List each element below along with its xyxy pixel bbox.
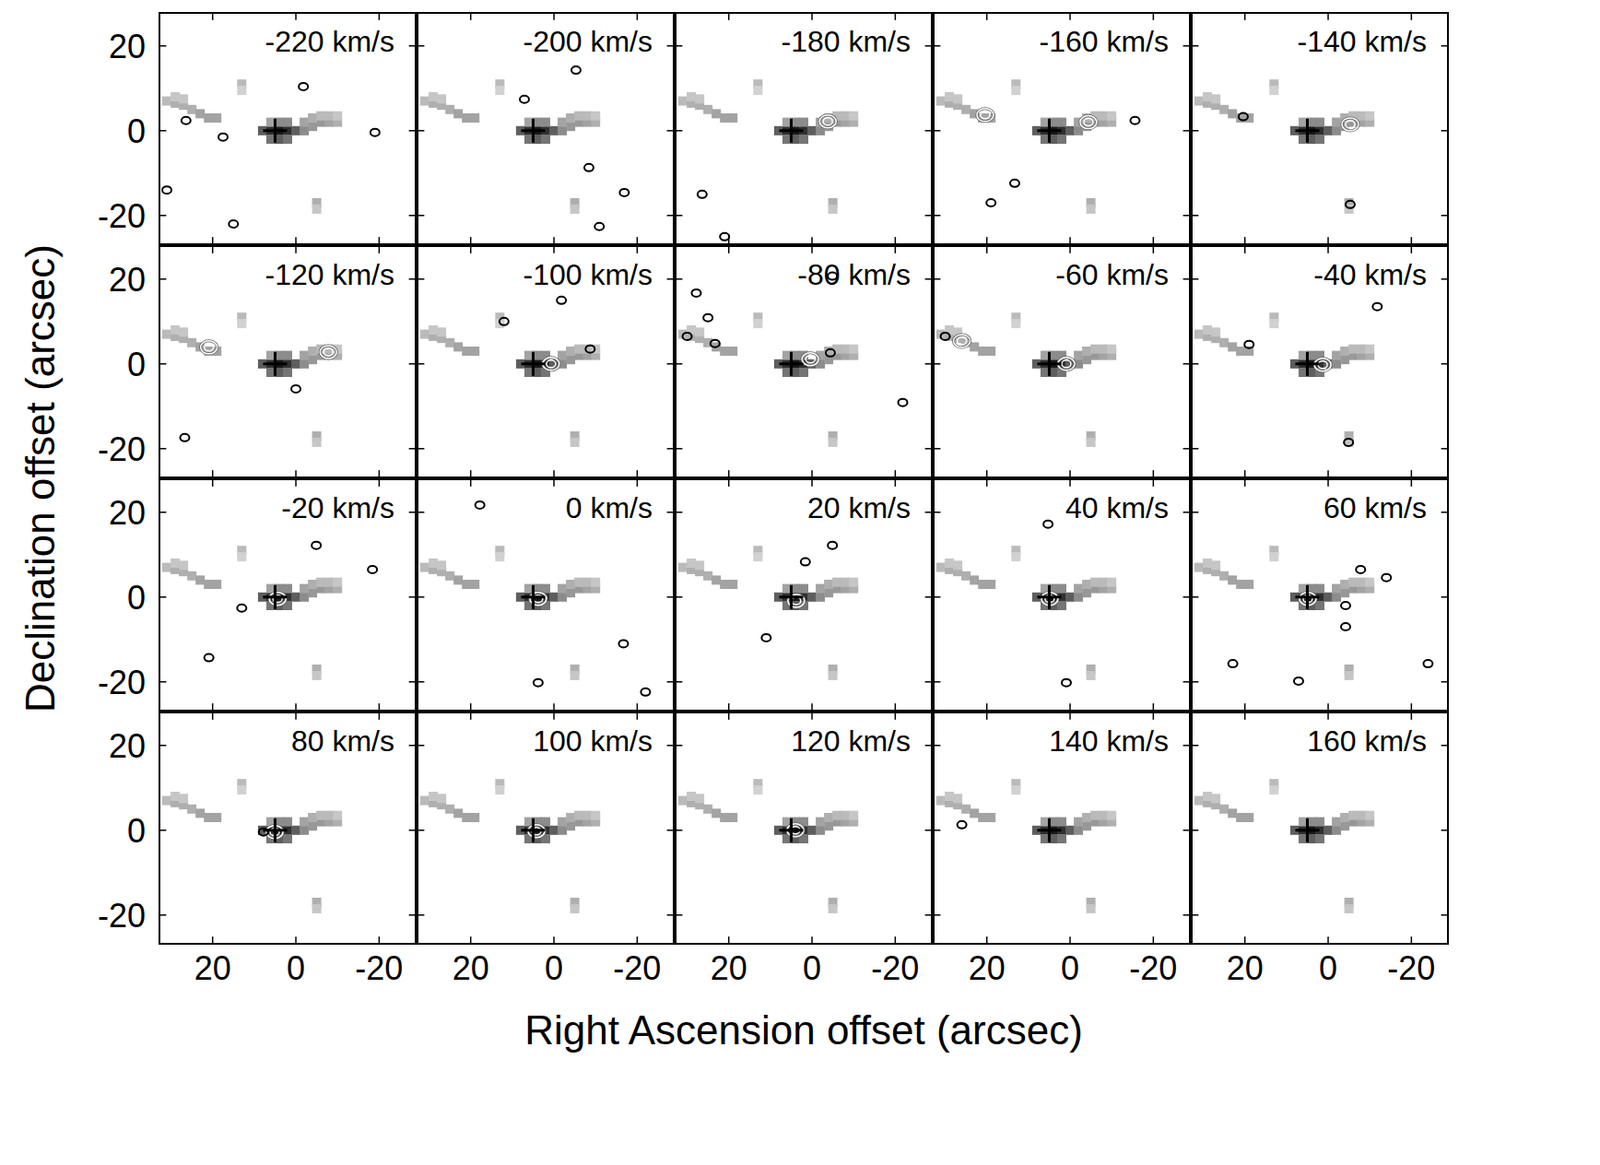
svg-text:20: 20 xyxy=(710,949,748,988)
svg-text:20: 20 xyxy=(108,727,146,765)
html-text:-40 km/s: -40 km/s xyxy=(1313,258,1427,292)
svg-text:0: 0 xyxy=(127,811,146,850)
html-text:-20 km/s: -20 km/s xyxy=(281,491,395,525)
svg-text:0: 0 xyxy=(1060,949,1080,988)
html-text:-180 km/s: -180 km/s xyxy=(781,24,911,59)
svg-text:-20: -20 xyxy=(97,430,146,469)
svg-text:20: 20 xyxy=(108,27,146,66)
svg-text:-20: -20 xyxy=(97,663,146,702)
svg-text:-20: -20 xyxy=(97,896,146,935)
svg-text:0: 0 xyxy=(286,949,306,988)
svg-text:0: 0 xyxy=(127,112,146,151)
html-text:-120 km/s: -120 km/s xyxy=(264,258,395,292)
svg-text:20: 20 xyxy=(968,949,1006,988)
svg-text:-20: -20 xyxy=(1129,949,1177,988)
svg-text:0: 0 xyxy=(802,949,822,988)
html-text:0 km/s: 0 km/s xyxy=(565,491,653,525)
html-text:-160 km/s: -160 km/s xyxy=(1039,24,1169,59)
html-text:-220 km/s: -220 km/s xyxy=(264,24,395,59)
html-text:60 km/s: 60 km/s xyxy=(1323,491,1427,525)
svg-text:-20: -20 xyxy=(870,949,919,988)
html-text:160 km/s: 160 km/s xyxy=(1307,724,1427,758)
svg-text:0: 0 xyxy=(127,345,146,384)
html-text:-200 km/s: -200 km/s xyxy=(523,24,653,59)
svg-text:-20: -20 xyxy=(612,949,661,988)
svg-text:0: 0 xyxy=(544,949,564,988)
svg-text:-20: -20 xyxy=(1387,949,1436,988)
svg-text:20: 20 xyxy=(1226,949,1264,988)
svg-text:0: 0 xyxy=(127,578,146,617)
svg-text:20: 20 xyxy=(108,494,146,532)
html-text:100 km/s: 100 km/s xyxy=(532,724,653,758)
svg-text:20: 20 xyxy=(108,260,146,299)
html-text:Declination offset (arcsec): Declination offset (arcsec) xyxy=(17,244,63,713)
svg-text:20: 20 xyxy=(452,949,490,988)
html-text:-80 km/s: -80 km/s xyxy=(797,258,911,292)
html-text:80 km/s: 80 km/s xyxy=(291,724,395,758)
html-text:20 km/s: 20 km/s xyxy=(807,491,911,525)
html-text:-100 km/s: -100 km/s xyxy=(523,258,653,292)
svg-text:0: 0 xyxy=(1318,949,1338,988)
svg-text:20: 20 xyxy=(194,949,232,988)
svg-text:-20: -20 xyxy=(354,949,403,988)
html-text:40 km/s: 40 km/s xyxy=(1065,491,1169,525)
html-text:-60 km/s: -60 km/s xyxy=(1055,258,1169,292)
html-text:-140 km/s: -140 km/s xyxy=(1297,24,1427,59)
svg-text:-20: -20 xyxy=(97,197,146,236)
html-text:140 km/s: 140 km/s xyxy=(1049,724,1169,758)
html-text:Right Ascension offset (arcsec: Right Ascension offset (arcsec) xyxy=(524,1007,1083,1053)
html-text:120 km/s: 120 km/s xyxy=(790,724,911,758)
